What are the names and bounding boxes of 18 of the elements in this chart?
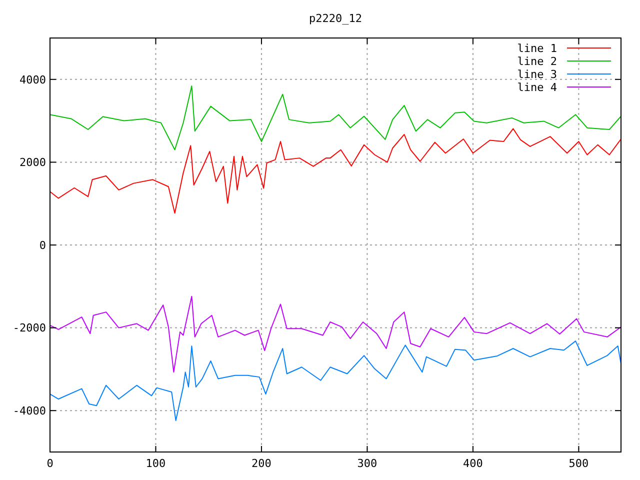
line-series: [50, 296, 622, 373]
line-series: [50, 128, 622, 214]
x-tick-label: 500: [568, 457, 589, 470]
legend-label: line 3: [517, 68, 557, 81]
y-tick-label: 0: [39, 238, 46, 252]
x-tick-label: 400: [463, 457, 483, 470]
y-tick-label: 2000: [20, 156, 46, 170]
legend-label: line 1: [517, 42, 557, 55]
y-tick-label: -4000: [12, 404, 46, 418]
x-tick-label: 300: [357, 457, 378, 470]
x-tick-label: 100: [146, 457, 166, 470]
y-tick-label: 4000: [20, 73, 46, 86]
y-tick-label: -2000: [12, 322, 46, 335]
x-tick-label: 200: [252, 457, 272, 470]
legend-label: line 2: [517, 54, 557, 68]
line-series: [50, 340, 622, 422]
chart-title: p2220_12: [309, 12, 362, 25]
legend-label: line 4: [517, 80, 558, 94]
